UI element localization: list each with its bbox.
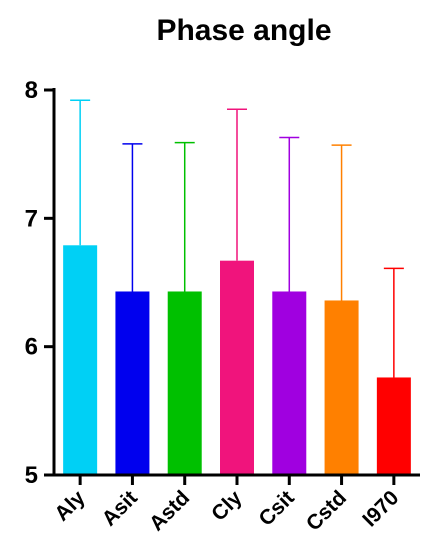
x-tick-label: Astd: [145, 486, 194, 535]
bar-cstd: [324, 300, 359, 475]
bar-asit: [115, 291, 150, 475]
error-bars-group: [70, 99, 404, 378]
bar-astd: [167, 291, 202, 475]
y-axis: 5 6 7 8: [25, 77, 56, 489]
y-tick-label: 8: [25, 77, 38, 104]
x-tick-label: Csit: [254, 486, 298, 530]
chart-title: Phase angle: [156, 14, 331, 47]
x-tick-label: I970: [358, 486, 403, 531]
bar-csit: [272, 291, 307, 475]
x-tick-label: Asit: [98, 486, 142, 530]
x-tick-label: Cly: [207, 486, 247, 526]
x-tick-label: Cstd: [302, 486, 351, 535]
bars-group: [63, 245, 411, 475]
bar-aly: [63, 245, 98, 475]
bar-cly: [220, 260, 254, 475]
y-tick-label: 5: [25, 462, 38, 489]
x-tick-label: Aly: [50, 486, 90, 526]
x-axis: Aly Asit Astd Cly Csit Cstd I970: [44, 473, 420, 536]
y-tick-label: 7: [25, 205, 38, 232]
bar-i970: [376, 377, 411, 475]
y-tick-label: 6: [25, 334, 38, 361]
